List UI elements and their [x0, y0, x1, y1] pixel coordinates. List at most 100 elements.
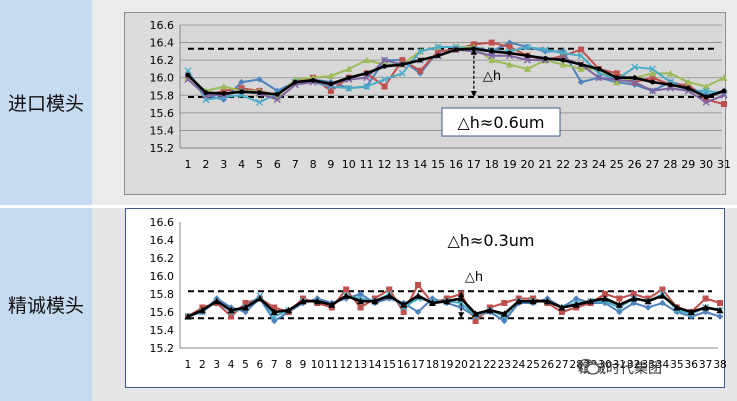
data-point-green	[684, 78, 692, 86]
data-point-black	[292, 79, 298, 85]
row-label-jingcheng-die: 精诚模头	[0, 208, 92, 401]
x-tick-label: 4	[238, 158, 245, 171]
x-tick-label: 6	[257, 359, 264, 371]
data-point-black	[525, 53, 530, 59]
x-tick-label: 5	[256, 158, 263, 171]
y-tick-label: 16.2	[150, 252, 175, 265]
x-tick-label: 4	[228, 359, 235, 371]
x-tick-label: 21	[538, 158, 552, 171]
data-point-black	[364, 70, 370, 76]
data-point-black	[257, 90, 262, 96]
x-tick-label: 31	[613, 359, 626, 371]
data-point-black	[529, 297, 537, 305]
x-tick-label: 20	[520, 158, 534, 171]
x-tick-label: 25	[526, 359, 539, 371]
data-point-black	[716, 306, 724, 314]
data-point-red	[659, 286, 666, 293]
x-tick-label: 30	[699, 158, 713, 171]
data-point-blue	[457, 304, 465, 311]
x-tick-label: 37	[699, 359, 712, 371]
x-tick-label: 1	[185, 359, 192, 371]
x-tick-label: 6	[274, 158, 281, 171]
data-point-black	[203, 90, 209, 96]
data-point-blue	[659, 299, 666, 307]
y-tick-label: 16.4	[150, 37, 175, 50]
data-point-green	[613, 78, 621, 86]
x-tick-label: 11	[325, 359, 338, 371]
x-tick-label: 16	[449, 158, 463, 171]
data-point-black	[357, 297, 365, 305]
data-point-cyan	[381, 75, 389, 83]
data-point-red	[717, 300, 723, 306]
data-point-black	[601, 295, 609, 302]
data-point-black	[256, 295, 264, 302]
data-point-cyan	[649, 65, 657, 73]
data-point-black	[285, 306, 293, 314]
x-tick-label: 19	[503, 158, 517, 171]
data-point-black	[213, 297, 221, 305]
data-point-black	[515, 297, 523, 305]
x-tick-label: 12	[339, 359, 352, 371]
data-point-purple	[631, 78, 639, 86]
data-point-black	[382, 63, 387, 69]
data-point-cyan	[434, 43, 442, 51]
data-point-cyan	[523, 43, 531, 51]
data-point-red	[506, 43, 513, 50]
x-tick-label: 34	[656, 359, 670, 371]
data-point-blue	[542, 48, 549, 55]
x-tick-label: 3	[213, 359, 220, 371]
y-tick-label: 15.4	[150, 324, 175, 337]
data-point-red	[616, 295, 623, 302]
data-point-green	[577, 65, 585, 72]
x-tick-label: 17	[467, 158, 481, 171]
watermark-text: 精诚时代集团	[578, 361, 662, 377]
x-tick-label: 5	[242, 359, 249, 371]
x-tick-label: 7	[292, 158, 299, 171]
data-point-black	[721, 88, 727, 94]
delta-h-label: △h	[465, 270, 483, 285]
data-point-black	[560, 57, 566, 63]
data-point-purple	[702, 98, 710, 106]
data-point-black	[310, 77, 316, 83]
data-point-red	[558, 309, 565, 315]
data-point-blue	[238, 78, 245, 86]
data-point-green	[720, 74, 728, 81]
x-tick-label: 28	[663, 158, 677, 171]
data-point-black	[507, 50, 512, 56]
data-point-blue	[501, 317, 508, 325]
data-point-blue	[414, 308, 422, 316]
data-point-red	[386, 286, 393, 293]
data-point-cyan	[398, 69, 406, 77]
data-point-blue	[220, 96, 227, 103]
data-point-blue	[616, 308, 623, 316]
x-tick-label: 19	[440, 359, 453, 371]
data-point-blue	[716, 313, 724, 320]
data-point-purple	[363, 74, 371, 82]
x-tick-label: 36	[685, 359, 699, 371]
data-point-black	[489, 48, 495, 54]
data-point-black	[428, 299, 436, 306]
data-point-green	[523, 65, 531, 72]
x-tick-label: 1	[185, 158, 192, 171]
data-point-blue	[644, 304, 652, 311]
data-point-red	[417, 67, 424, 74]
y-tick-label: 15.6	[150, 306, 175, 319]
x-tick-label: 10	[311, 359, 324, 371]
y-tick-label: 16.6	[150, 19, 175, 32]
data-point-black	[385, 292, 393, 299]
data-point-purple	[273, 96, 281, 104]
x-tick-label: 12	[378, 158, 392, 171]
data-point-black	[650, 79, 655, 85]
x-tick-label: 22	[556, 158, 570, 171]
data-point-cyan	[541, 46, 549, 54]
x-tick-label: 2	[199, 359, 206, 371]
data-point-purple	[488, 52, 496, 60]
data-point-black	[299, 297, 307, 305]
data-point-black	[703, 94, 709, 100]
data-point-green	[345, 65, 353, 72]
x-tick-label: 9	[327, 158, 334, 171]
data-point-red	[613, 70, 620, 77]
data-point-black	[558, 304, 566, 311]
data-point-black	[239, 89, 245, 95]
data-point-blue	[601, 299, 609, 307]
